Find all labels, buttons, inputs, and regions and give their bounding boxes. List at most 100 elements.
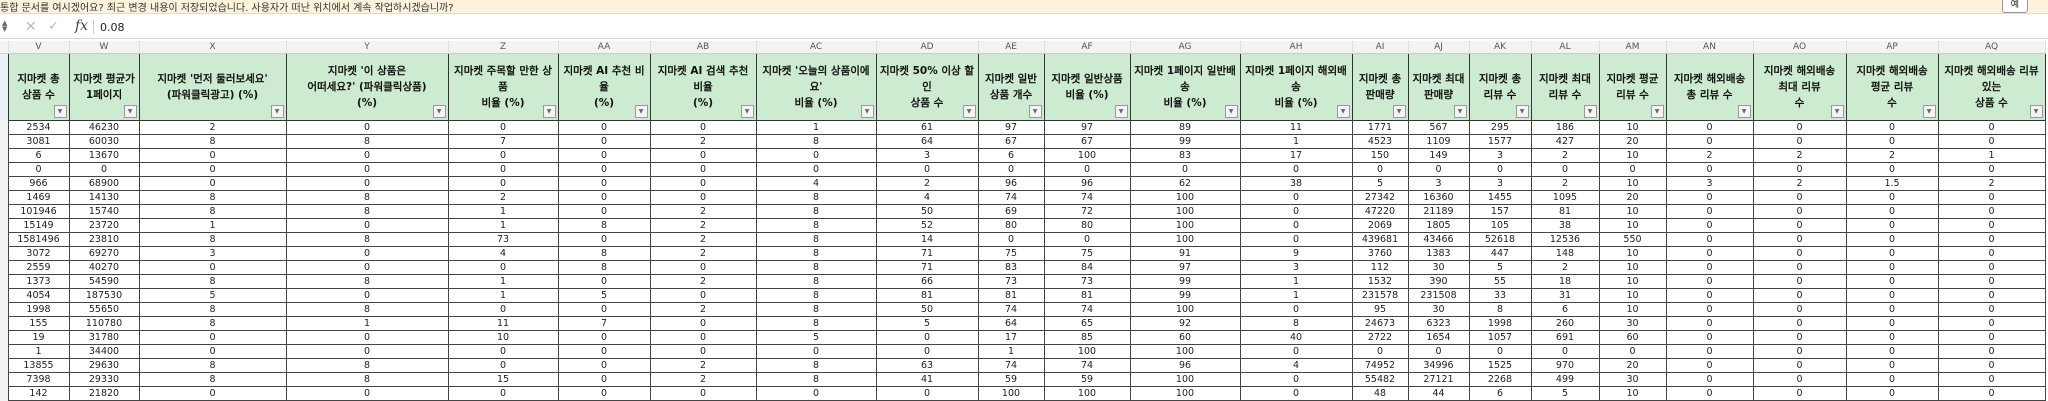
table-cell[interactable]: 2: [1530, 260, 1600, 275]
table-cell[interactable]: 0: [1845, 358, 1939, 373]
table-cell[interactable]: 0: [1752, 120, 1847, 135]
table-cell[interactable]: 64: [977, 316, 1045, 331]
column-letter-ad[interactable]: AD: [876, 41, 979, 54]
table-cell[interactable]: 0: [557, 274, 651, 289]
table-cell[interactable]: 50: [875, 302, 979, 317]
table-cell[interactable]: 0: [557, 386, 651, 401]
table-cell[interactable]: 0: [649, 260, 757, 275]
table-cell[interactable]: 52618: [1468, 232, 1532, 247]
table-cell[interactable]: 8: [138, 358, 287, 373]
table-cell[interactable]: 99: [1129, 288, 1241, 303]
table-cell[interactable]: 0: [1937, 344, 2046, 359]
yes-button[interactable]: 예: [2001, 0, 2028, 13]
table-cell[interactable]: 157: [1468, 204, 1532, 219]
table-cell[interactable]: 100: [1129, 344, 1241, 359]
table-cell[interactable]: 0: [1845, 218, 1939, 233]
table-cell[interactable]: 0: [138, 330, 287, 345]
table-cell[interactable]: 1: [977, 344, 1045, 359]
table-cell[interactable]: 5: [557, 288, 651, 303]
table-cell[interactable]: 2559: [7, 260, 70, 275]
table-cell[interactable]: 10: [1598, 260, 1667, 275]
row-header[interactable]: [0, 134, 9, 149]
table-cell[interactable]: 97: [977, 120, 1045, 135]
table-cell[interactable]: 3: [138, 246, 287, 261]
table-cell[interactable]: 0: [557, 190, 651, 205]
table-cell[interactable]: 0: [1845, 372, 1939, 387]
row-header[interactable]: [0, 218, 9, 233]
table-cell[interactable]: 8: [755, 190, 877, 205]
table-cell[interactable]: 100: [1129, 204, 1241, 219]
table-cell[interactable]: 0: [447, 302, 559, 317]
table-cell[interactable]: 1: [447, 288, 559, 303]
table-cell[interactable]: 54590: [68, 274, 140, 289]
table-cell[interactable]: 0: [1239, 190, 1353, 205]
table-cell[interactable]: 0: [1665, 246, 1754, 261]
table-cell[interactable]: 100: [1043, 344, 1131, 359]
table-cell[interactable]: 2: [649, 358, 757, 373]
table-cell[interactable]: 2: [875, 176, 979, 191]
table-cell[interactable]: 0: [755, 344, 877, 359]
table-cell[interactable]: 105: [1468, 218, 1532, 233]
table-cell[interactable]: 0: [68, 162, 140, 177]
table-cell[interactable]: 10: [1598, 148, 1667, 163]
table-cell[interactable]: 0: [1937, 358, 2046, 373]
table-cell[interactable]: 100: [1043, 386, 1131, 401]
table-cell[interactable]: 0: [1937, 190, 2046, 205]
table-cell[interactable]: 97: [1129, 260, 1241, 275]
table-cell[interactable]: 231508: [1407, 288, 1470, 303]
table-cell[interactable]: 427: [1530, 134, 1600, 149]
table-cell[interactable]: 75: [1043, 246, 1131, 261]
table-cell[interactable]: 71: [875, 260, 979, 275]
table-cell[interactable]: 75: [977, 246, 1045, 261]
table-cell[interactable]: 85: [1043, 330, 1131, 345]
table-cell[interactable]: 0: [1043, 162, 1131, 177]
column-letter-ai[interactable]: AI: [1352, 41, 1409, 54]
table-cell[interactable]: 96: [1129, 358, 1241, 373]
table-cell[interactable]: 4: [875, 190, 979, 205]
table-cell[interactable]: 17: [1239, 148, 1353, 163]
table-cell[interactable]: 99: [1129, 274, 1241, 289]
table-cell[interactable]: 1998: [1468, 316, 1532, 331]
table-cell[interactable]: 101946: [7, 204, 70, 219]
filter-dropdown-icon[interactable]: ▼: [1224, 105, 1238, 118]
table-cell[interactable]: 0: [557, 162, 651, 177]
table-cell[interactable]: 13670: [68, 148, 140, 163]
filter-dropdown-icon[interactable]: ▼: [962, 105, 976, 118]
table-cell[interactable]: 8: [557, 218, 651, 233]
table-cell[interactable]: 0: [1239, 204, 1353, 219]
table-cell[interactable]: 7: [447, 134, 559, 149]
table-cell[interactable]: 0: [1752, 190, 1847, 205]
table-cell[interactable]: 43466: [1407, 232, 1470, 247]
table-cell[interactable]: 0: [1598, 162, 1667, 177]
table-cell[interactable]: 30: [1407, 302, 1470, 317]
table-cell[interactable]: 100: [1129, 372, 1241, 387]
table-cell[interactable]: 2: [1752, 176, 1847, 191]
table-cell[interactable]: 4: [1239, 358, 1353, 373]
table-cell[interactable]: 0: [1239, 386, 1353, 401]
table-cell[interactable]: 16360: [1407, 190, 1470, 205]
table-cell[interactable]: 81: [977, 288, 1045, 303]
table-cell[interactable]: 10: [447, 330, 559, 345]
table-cell[interactable]: 2: [649, 204, 757, 219]
table-cell[interactable]: 74: [977, 190, 1045, 205]
table-cell[interactable]: 0: [447, 148, 559, 163]
table-cell[interactable]: 1469: [7, 190, 70, 205]
table-cell[interactable]: 69: [977, 204, 1045, 219]
table-cell[interactable]: 0: [1351, 162, 1409, 177]
table-cell[interactable]: 2: [649, 372, 757, 387]
table-cell[interactable]: 8: [285, 232, 449, 247]
table-cell[interactable]: 8: [138, 232, 287, 247]
column-letter-v[interactable]: V: [8, 41, 70, 54]
table-cell[interactable]: 0: [977, 162, 1045, 177]
column-letter-aa[interactable]: AA: [558, 41, 651, 54]
filter-dropdown-icon[interactable]: ▼: [1392, 105, 1406, 118]
table-cell[interactable]: 0: [1665, 302, 1754, 317]
table-cell[interactable]: 1455: [1468, 190, 1532, 205]
table-cell[interactable]: 0: [1129, 162, 1241, 177]
table-cell[interactable]: 0: [649, 386, 757, 401]
table-cell[interactable]: 15149: [7, 218, 70, 233]
filter-dropdown-icon[interactable]: ▼: [1515, 105, 1529, 118]
table-cell[interactable]: 74: [1043, 190, 1131, 205]
row-header[interactable]: [0, 246, 9, 261]
filter-dropdown-icon[interactable]: ▼: [1114, 105, 1128, 118]
